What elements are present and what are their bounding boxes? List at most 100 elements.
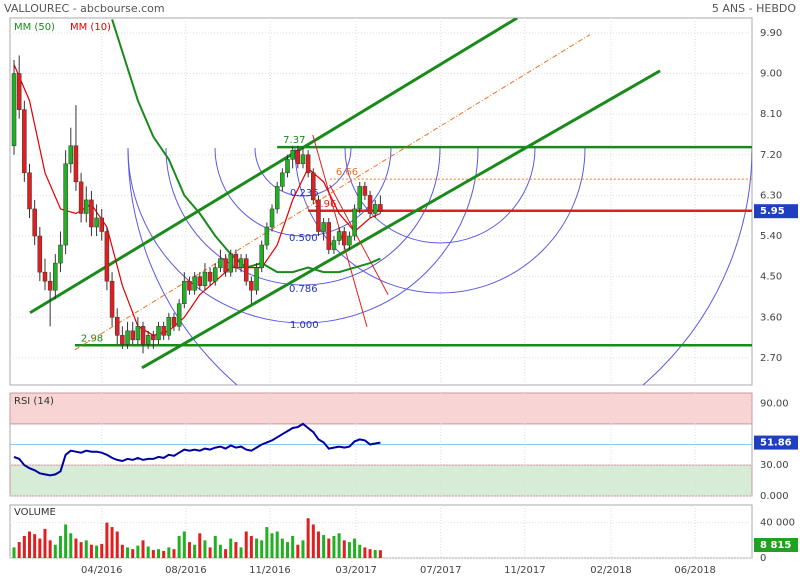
candle-body — [114, 317, 120, 336]
candle-body — [161, 326, 166, 336]
candle-body — [352, 208, 357, 237]
volume-bar — [368, 549, 372, 558]
volume-bar — [146, 546, 150, 558]
level-label: 7.37 — [283, 135, 305, 146]
volume-bar — [110, 527, 114, 558]
volume-bar — [64, 524, 68, 558]
candle-body — [207, 271, 213, 282]
candle-body — [290, 150, 295, 160]
candle-body — [53, 262, 58, 291]
volume-bar — [229, 538, 233, 558]
volume-bar — [12, 547, 16, 558]
candle-body — [125, 330, 130, 345]
x-tick-label: 03/2017 — [335, 565, 377, 576]
candle-body — [182, 280, 187, 304]
volume-bar — [74, 538, 78, 558]
candle-body — [249, 280, 254, 291]
volume-bar — [53, 544, 57, 558]
trend-line — [141, 69, 661, 370]
volume-bar — [224, 549, 228, 558]
candle-body — [84, 199, 89, 214]
volume-bar — [332, 535, 336, 558]
last-value-box — [754, 204, 798, 219]
candle-body — [151, 335, 156, 341]
volume-bar — [115, 531, 119, 558]
candle-body — [63, 163, 68, 246]
volume-bar — [177, 535, 181, 558]
candle-body — [254, 267, 259, 291]
volume-bar — [342, 540, 346, 558]
volume-bar — [265, 527, 269, 558]
candle-body — [264, 226, 270, 246]
x-tick-label: 07/2017 — [420, 565, 462, 576]
candle-body — [362, 186, 368, 196]
fib-label: 0.500 — [289, 233, 318, 244]
candle-body — [347, 235, 352, 246]
y-tick-label: 5.40 — [760, 231, 782, 242]
last-value-box — [754, 538, 798, 552]
volume-bar — [291, 535, 295, 558]
volume-bar — [126, 547, 130, 558]
y-tick-label: 40 000 — [760, 518, 795, 529]
volume-bar — [316, 531, 320, 558]
candle-body — [27, 172, 32, 210]
volume-bar — [151, 550, 155, 558]
trend-line — [312, 134, 368, 327]
volume-bar — [187, 542, 191, 558]
candle-body — [109, 280, 115, 318]
volume-bar — [244, 531, 248, 558]
trend-line — [329, 184, 389, 295]
volume-bar — [69, 533, 73, 558]
volume-bar — [322, 535, 326, 558]
x-tick-label: 04/2016 — [81, 565, 123, 576]
volume-bar — [193, 544, 197, 558]
candle-body — [94, 217, 99, 228]
volume-bar — [157, 549, 161, 558]
panel — [9, 17, 753, 386]
volume-bar — [131, 549, 135, 558]
candle-body — [228, 253, 233, 273]
candle-body — [218, 258, 223, 268]
volume-bar — [95, 545, 99, 558]
candle-body — [372, 204, 378, 214]
candle-body — [42, 271, 48, 282]
volume-bar — [353, 538, 357, 558]
last-value-box — [754, 435, 798, 450]
candle-body — [140, 326, 146, 345]
volume-bar — [337, 533, 341, 558]
moving-average — [111, 19, 381, 274]
volume-bar — [48, 540, 52, 558]
candle-body — [120, 335, 125, 345]
volume-bar — [22, 535, 26, 558]
last-value-label: 51.86 — [760, 438, 792, 449]
candle-body — [274, 186, 280, 210]
level-label: 5.96 — [314, 199, 336, 210]
x-tick-label: 11/2017 — [504, 565, 546, 576]
candle-body — [135, 326, 141, 341]
volume-bar — [373, 550, 377, 558]
y-tick-label: 9.00 — [760, 69, 782, 80]
candle-body — [300, 154, 306, 165]
panel-title: RSI (14) — [14, 396, 54, 407]
volume-bar — [28, 531, 32, 558]
candle-body — [243, 258, 249, 282]
y-tick-label: 6.30 — [760, 190, 782, 201]
candle-body — [37, 235, 43, 273]
volume-bar — [198, 533, 202, 558]
volume-bar — [89, 544, 93, 558]
volume-bar — [301, 540, 305, 558]
candle-body — [16, 73, 22, 110]
volume-bar — [311, 524, 315, 558]
candle-body — [213, 267, 218, 282]
candle-body — [99, 217, 104, 232]
volume-bar — [79, 542, 83, 558]
volume-bar — [38, 538, 42, 558]
candle-body — [197, 276, 203, 286]
y-tick-label: 0.000 — [760, 491, 789, 502]
x-tick-label: 11/2016 — [249, 565, 291, 576]
candle-body — [233, 253, 239, 268]
period-label: 5 ANS - HEBDO — [712, 2, 796, 15]
candle-body — [238, 258, 244, 268]
